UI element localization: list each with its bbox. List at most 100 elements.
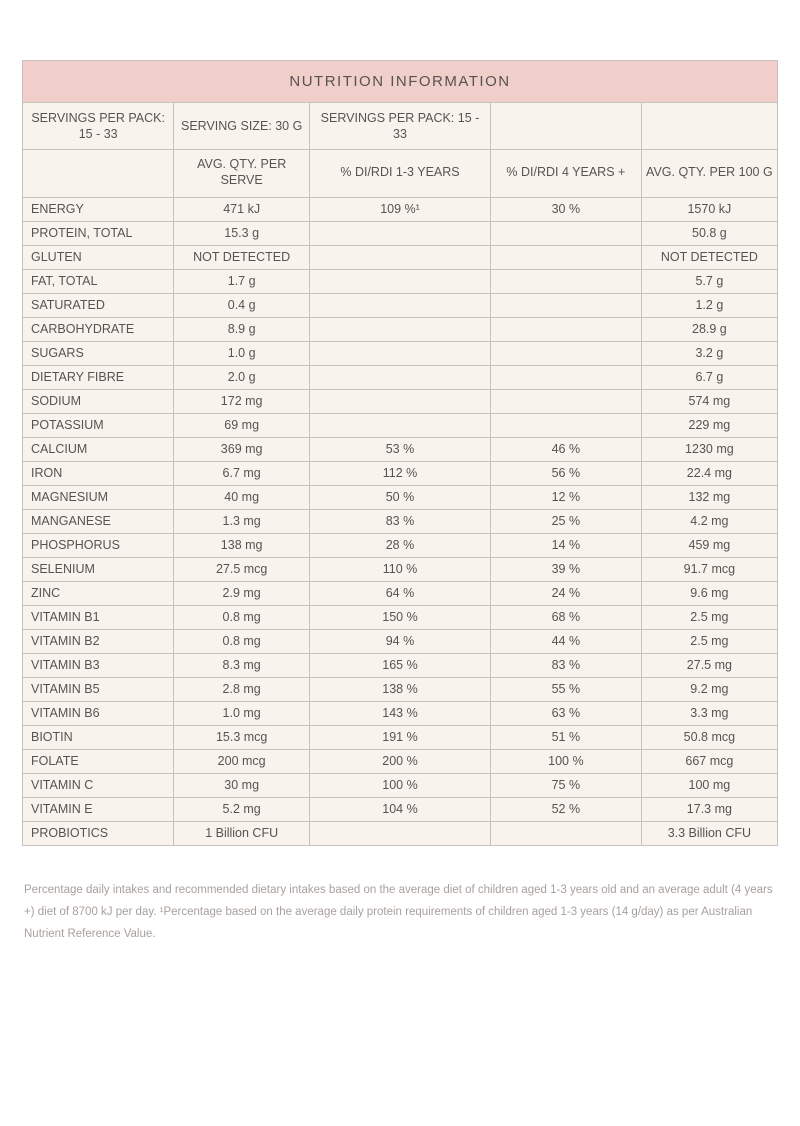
nutrient-value: 39 % [490,557,641,581]
nutrient-name: FAT, TOTAL [23,269,174,293]
nutrient-value [490,821,641,845]
nutrient-value [490,389,641,413]
table-row: PROTEIN, TOTAL15.3 g50.8 g [23,221,777,245]
nutrient-value: 165 % [310,653,491,677]
nutrient-value: 2.5 mg [641,629,777,653]
nutrient-value: 12 % [490,485,641,509]
table-row: ENERGY471 kJ109 %¹30 %1570 kJ [23,197,777,221]
nutrient-value: 0.4 g [174,293,310,317]
nutrient-value: 138 mg [174,533,310,557]
nutrient-value [310,821,491,845]
nutrient-value: 143 % [310,701,491,725]
nutrient-value [490,245,641,269]
footnotes: Percentage daily intakes and recommended… [22,880,778,946]
nutrient-name: SATURATED [23,293,174,317]
nutrient-name: SELENIUM [23,557,174,581]
column-header-row: AVG. QTY. PER SERVE % DI/RDI 1-3 YEARS %… [23,149,777,197]
nutrient-value: 471 kJ [174,197,310,221]
table-row: VITAMIN E5.2 mg104 %52 %17.3 mg [23,797,777,821]
table-row: BIOTIN15.3 mcg191 %51 %50.8 mcg [23,725,777,749]
col-di-4plus: % DI/RDI 4 YEARS + [490,149,641,197]
header-servings-2: SERVINGS PER PACK: 15 - 33 [310,103,491,149]
nutrient-value: 229 mg [641,413,777,437]
nutrient-value: 1.0 g [174,341,310,365]
nutrient-value: 2.9 mg [174,581,310,605]
nutrient-name: VITAMIN B6 [23,701,174,725]
table-row: CALCIUM369 mg53 %46 %1230 mg [23,437,777,461]
nutrient-value: 56 % [490,461,641,485]
nutrient-value: 30 % [490,197,641,221]
nutrient-value [310,413,491,437]
nutrient-name: SUGARS [23,341,174,365]
header-blank-1 [490,103,641,149]
nutrient-value: 100 mg [641,773,777,797]
nutrient-value [310,389,491,413]
table-row: VITAMIN B38.3 mg165 %83 %27.5 mg [23,653,777,677]
nutrient-value: 69 mg [174,413,310,437]
panel-title: NUTRITION INFORMATION [23,61,777,103]
nutrient-value: 200 mcg [174,749,310,773]
nutrient-value: 110 % [310,557,491,581]
nutrient-value [490,221,641,245]
nutrient-name: VITAMIN B2 [23,629,174,653]
table-row: VITAMIN B20.8 mg94 %44 %2.5 mg [23,629,777,653]
nutrient-value [490,413,641,437]
nutrient-value [310,221,491,245]
nutrient-value [310,269,491,293]
nutrient-value: 27.5 mg [641,653,777,677]
table-row: MANGANESE1.3 mg83 %25 %4.2 mg [23,509,777,533]
nutrient-name: BIOTIN [23,725,174,749]
nutrient-value [490,269,641,293]
nutrient-value: 24 % [490,581,641,605]
nutrient-value: 1230 mg [641,437,777,461]
nutrient-name: VITAMIN B1 [23,605,174,629]
header-blank-2 [641,103,777,149]
nutrient-value: 25 % [490,509,641,533]
nutrient-value: 68 % [490,605,641,629]
nutrient-value: 44 % [490,629,641,653]
nutrition-panel: NUTRITION INFORMATION SERVINGS PER PACK:… [22,60,778,846]
nutrient-value: 191 % [310,725,491,749]
table-row: SATURATED0.4 g 1.2 g [23,293,777,317]
nutrient-value: 3.3 Billion CFU [641,821,777,845]
nutrient-name: PROTEIN, TOTAL [23,221,174,245]
nutrition-table: SERVINGS PER PACK: 15 - 33 SERVING SIZE:… [23,103,777,845]
nutrient-value: 83 % [310,509,491,533]
table-row: FOLATE200 mcg200 %100 %667 mcg [23,749,777,773]
nutrient-value: 28.9 g [641,317,777,341]
nutrient-value: NOT DETECTED [174,245,310,269]
nutrient-name: FOLATE [23,749,174,773]
table-row: VITAMIN C30 mg100 %75 %100 mg [23,773,777,797]
nutrient-value: 30 mg [174,773,310,797]
nutrient-value: 4.2 mg [641,509,777,533]
table-row: DIETARY FIBRE2.0 g6.7 g [23,365,777,389]
nutrient-name: CALCIUM [23,437,174,461]
nutrient-value [310,365,491,389]
nutrient-value: 8.3 mg [174,653,310,677]
nutrient-value: NOT DETECTED [641,245,777,269]
nutrient-value: 1.2 g [641,293,777,317]
nutrient-value: 0.8 mg [174,605,310,629]
nutrient-value: 3.2 g [641,341,777,365]
col-di-1-3: % DI/RDI 1-3 YEARS [310,149,491,197]
nutrient-value: 46 % [490,437,641,461]
nutrient-value: 109 %¹ [310,197,491,221]
table-row: MAGNESIUM40 mg50 %12 %132 mg [23,485,777,509]
nutrient-value: 28 % [310,533,491,557]
nutrient-value: 5.2 mg [174,797,310,821]
nutrient-value: 52 % [490,797,641,821]
nutrient-name: PROBIOTICS [23,821,174,845]
col-qty-per-100g: AVG. QTY. PER 100 G [641,149,777,197]
header-servings-1: SERVINGS PER PACK: 15 - 33 [23,103,174,149]
nutrient-value: 8.9 g [174,317,310,341]
table-row: VITAMIN B61.0 mg143 %63 %3.3 mg [23,701,777,725]
nutrient-name: VITAMIN B3 [23,653,174,677]
nutrient-value: 94 % [310,629,491,653]
nutrient-value: 5.7 g [641,269,777,293]
nutrient-value: 27.5 mcg [174,557,310,581]
col-nutrient [23,149,174,197]
nutrient-value: 55 % [490,677,641,701]
nutrient-value: 15.3 g [174,221,310,245]
nutrient-value: 63 % [490,701,641,725]
nutrient-name: MANGANESE [23,509,174,533]
